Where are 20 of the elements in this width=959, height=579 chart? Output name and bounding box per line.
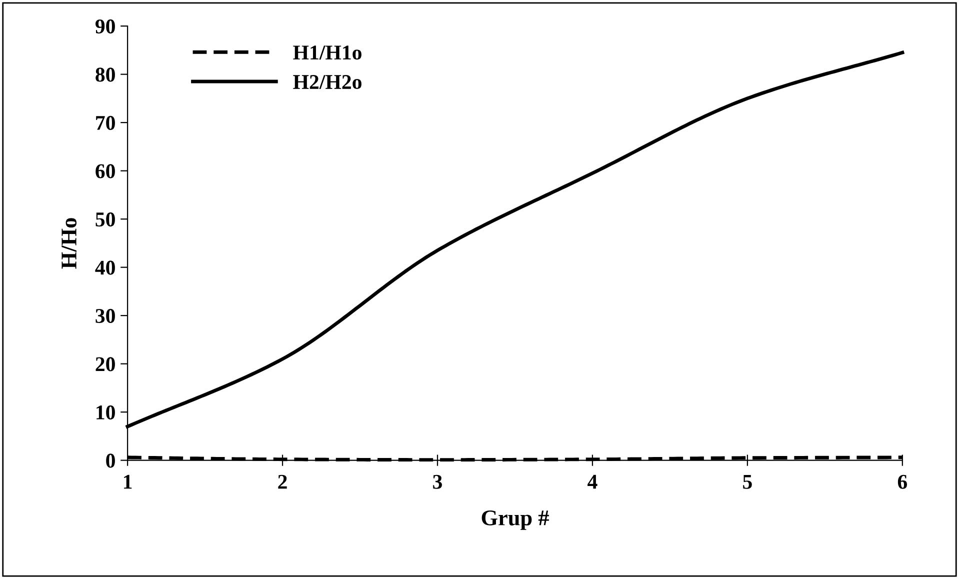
x-tick-label: 2 xyxy=(278,474,287,489)
x-tick-label: 6 xyxy=(898,474,908,489)
x-tick-label: 3 xyxy=(433,474,442,489)
x-tick-label: 5 xyxy=(743,475,752,489)
y-tick-label: 10 xyxy=(96,405,115,420)
y-tick-label: 0 xyxy=(106,454,115,468)
x-tick-label: 4 xyxy=(588,474,598,489)
x-tick-label: 1 xyxy=(124,474,132,489)
legend-label: H1/H1o xyxy=(293,46,362,60)
y-tick-label: 80 xyxy=(96,68,115,82)
y-tick-label: 30 xyxy=(96,308,115,323)
legend-label: H2/H2o xyxy=(293,75,362,90)
y-axis-title: H/Ho xyxy=(62,218,77,269)
y-tick-label: 90 xyxy=(95,19,115,34)
y-tick-label: 20 xyxy=(96,357,115,372)
x-axis-title: Grup # xyxy=(482,510,549,530)
y-tick-label: 70 xyxy=(96,116,115,130)
y-tick-label: 50 xyxy=(96,212,115,226)
y-tick-label: 60 xyxy=(96,164,115,178)
y-tick-label: 40 xyxy=(95,260,115,275)
